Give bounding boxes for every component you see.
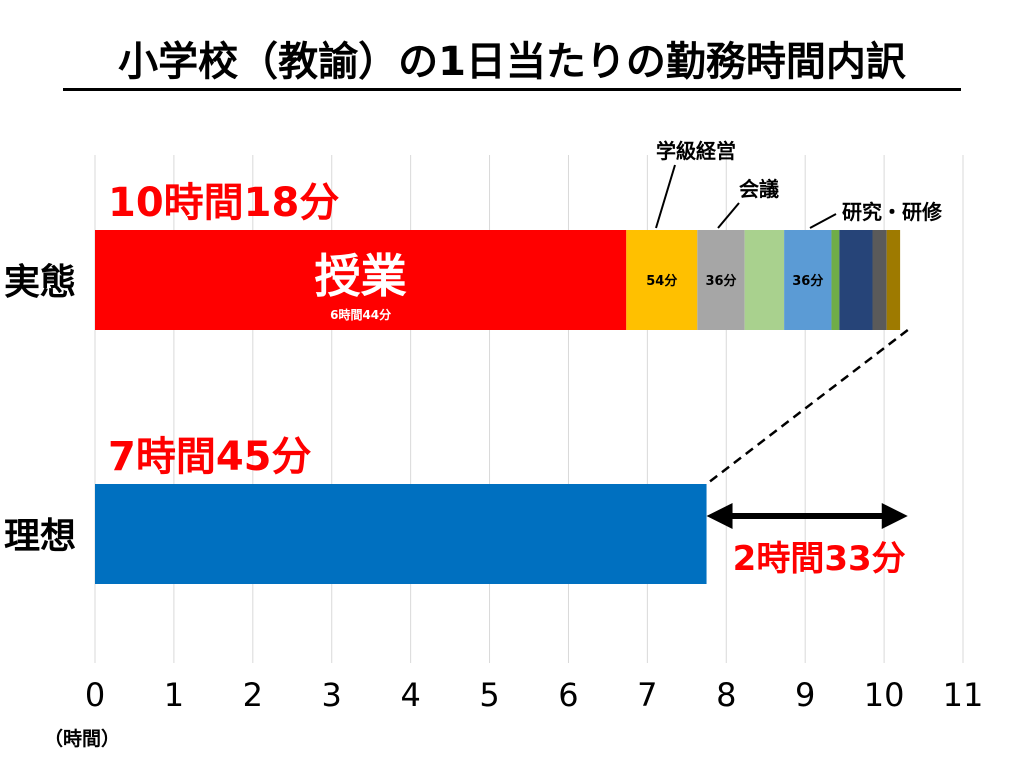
callout-label-2: 研究・研修 [842,200,943,224]
segment-label-0-4: 36分 [792,273,823,289]
bar-segment-0-6 [839,230,873,330]
difference-arrowhead-right [881,503,908,529]
title-underline [63,88,961,91]
x-tick-label-7: 7 [637,676,657,714]
total-label-1: 7時間45分 [108,434,312,480]
bar-segment-0-4 [784,230,832,330]
bar-segment-0-2 [697,230,745,330]
category-label-1: 理想 [4,516,76,557]
x-tick-label-4: 4 [400,676,420,714]
bar-segment-0-1 [626,230,698,330]
segment-sublabel-0-0: 6時間44分 [330,307,391,322]
difference-label: 2時間33分 [733,539,906,579]
x-tick-label-0: 0 [85,676,105,714]
callout-label-1: 会議 [739,177,779,201]
bar-segment-0-3 [744,230,785,330]
x-tick-label-3: 3 [322,676,342,714]
x-tick-label-8: 8 [716,676,736,714]
segment-label-0-2: 36分 [705,273,736,289]
x-tick-label-5: 5 [479,676,499,714]
chart-title: 小学校（教諭）の1日当たりの勤務時間内訳 [118,39,906,85]
category-label-0: 実態 [4,262,76,303]
x-tick-label-6: 6 [558,676,578,714]
x-tick-label-9: 9 [795,676,815,714]
total-label-0: 10時間18分 [108,180,339,226]
callout-leader-2 [809,213,837,229]
x-tick-label-2: 2 [243,676,263,714]
bar-segment-0-5 [831,230,840,330]
callout-leader-0 [655,164,676,229]
bar-segment-0-0 [95,230,627,330]
bar-segment-0-8 [886,230,901,330]
segment-label-0-1: 54分 [646,273,677,289]
x-tick-label-10: 10 [864,676,905,714]
x-unit-label: （時間） [44,727,120,750]
dashed-connector [705,329,909,485]
bar-segment-0-7 [872,230,887,330]
difference-arrowhead-left [706,503,733,529]
x-tick-label-1: 1 [164,676,184,714]
bar-segment-1-0 [95,484,707,584]
callout-leader-1 [717,202,740,229]
callout-label-0: 学級経営 [656,139,736,163]
x-tick-label-11: 11 [943,676,984,714]
segment-label-0-0: 授業 [315,249,407,303]
